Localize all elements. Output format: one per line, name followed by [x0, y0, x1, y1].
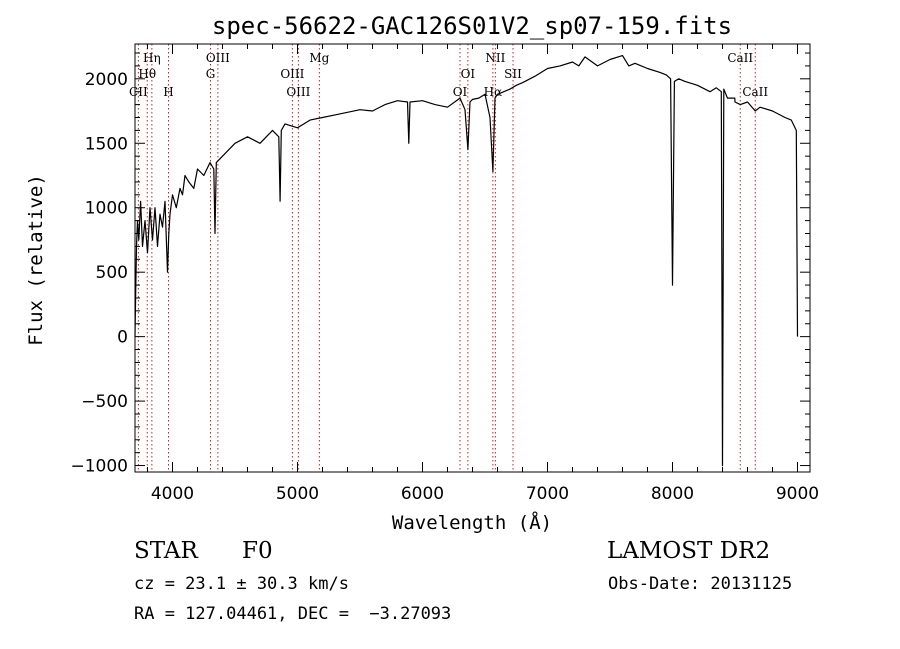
x-tick-label: 5000: [276, 484, 319, 504]
spectral-line-label: Hα: [484, 85, 503, 99]
chart-title: spec-56622-GAC126S01V2_sp07-159.fits: [212, 12, 732, 40]
y-tick-label: 500: [96, 263, 128, 283]
y-tick-label: 2000: [85, 70, 128, 90]
y-tick-label: 0: [117, 328, 128, 348]
spectrum-line: [134, 54, 799, 467]
spectral-line-label: G: [206, 67, 216, 81]
spectral-line-label: OIII: [280, 67, 304, 81]
spectral-line-label: OI: [453, 85, 468, 99]
x-axis: 4000 5000 6000 7000 8000 9000: [147, 44, 819, 504]
y-tick-label: 1500: [85, 134, 128, 154]
x-tick-label: 7000: [526, 484, 569, 504]
spectrum-series: [134, 54, 799, 467]
spectral-line-label: Hθ: [138, 67, 156, 81]
spectral-line-label: Mg: [309, 51, 329, 65]
spectral-line-label: H: [163, 85, 173, 99]
spectral-line-label: CaII: [742, 85, 768, 99]
y-tick-label: 1000: [85, 199, 128, 219]
spectral-line-label: OIII: [206, 51, 230, 65]
spectral-line-label: OIII: [286, 85, 310, 99]
observation-date: Obs-Date: 20131125: [608, 574, 793, 594]
spectral-line-label: OI: [461, 67, 476, 81]
spectral-line-label: Hη: [143, 51, 161, 65]
spectral-line-label: SII: [504, 67, 522, 81]
object-class: STAR: [134, 538, 198, 564]
plot-frame: [134, 43, 811, 473]
spectral-line-label: CaII: [727, 51, 753, 65]
x-tick-label: 9000: [776, 484, 819, 504]
y-axis: −1000 −500 0 500 1000 1500 2000: [70, 52, 810, 477]
y-axis-label: Flux (relative): [25, 174, 47, 346]
ra-dec-coordinates: RA = 127.04461, DEC = −3.27093: [134, 604, 452, 624]
x-tick-label: 6000: [401, 484, 444, 504]
x-axis-label: Wavelength (Å): [392, 511, 552, 534]
object-subclass: F0: [242, 538, 273, 564]
spectral-line-label: NII: [485, 51, 505, 65]
y-tick-label: −1000: [70, 457, 128, 477]
y-tick-label: −500: [81, 392, 128, 412]
x-tick-label: 8000: [651, 484, 694, 504]
x-tick-label: 4000: [151, 484, 194, 504]
survey-name: LAMOST DR2: [607, 538, 771, 564]
redshift-velocity: cz = 23.1 ± 30.3 km/s: [134, 574, 349, 594]
